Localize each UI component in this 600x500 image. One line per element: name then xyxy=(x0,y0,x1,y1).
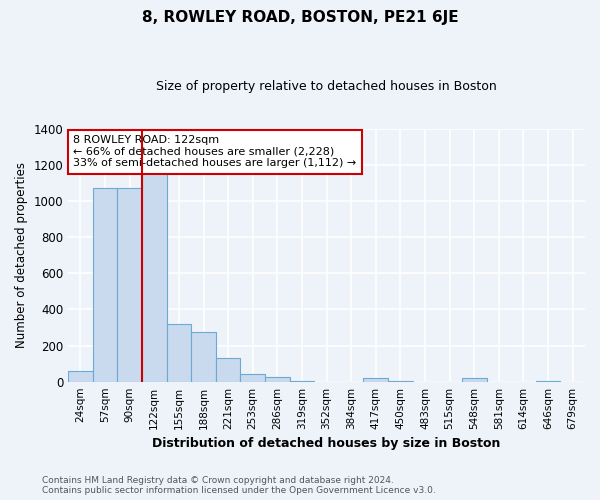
Bar xyxy=(388,381,413,382)
Bar xyxy=(68,371,93,382)
Text: Contains HM Land Registry data © Crown copyright and database right 2024.
Contai: Contains HM Land Registry data © Crown c… xyxy=(42,476,436,495)
X-axis label: Distribution of detached houses by size in Boston: Distribution of detached houses by size … xyxy=(152,437,501,450)
Bar xyxy=(142,168,167,382)
Bar xyxy=(364,378,388,382)
Bar xyxy=(167,324,191,382)
Text: 8, ROWLEY ROAD, BOSTON, PE21 6JE: 8, ROWLEY ROAD, BOSTON, PE21 6JE xyxy=(142,10,458,25)
Bar xyxy=(93,188,118,382)
Text: 8 ROWLEY ROAD: 122sqm
← 66% of detached houses are smaller (2,228)
33% of semi-d: 8 ROWLEY ROAD: 122sqm ← 66% of detached … xyxy=(73,135,356,168)
Bar xyxy=(536,381,560,382)
Bar xyxy=(265,377,290,382)
Bar xyxy=(191,332,216,382)
Bar xyxy=(118,188,142,382)
Y-axis label: Number of detached properties: Number of detached properties xyxy=(15,162,28,348)
Bar xyxy=(462,378,487,382)
Title: Size of property relative to detached houses in Boston: Size of property relative to detached ho… xyxy=(156,80,497,93)
Bar xyxy=(241,374,265,382)
Bar xyxy=(216,358,241,382)
Bar xyxy=(290,381,314,382)
